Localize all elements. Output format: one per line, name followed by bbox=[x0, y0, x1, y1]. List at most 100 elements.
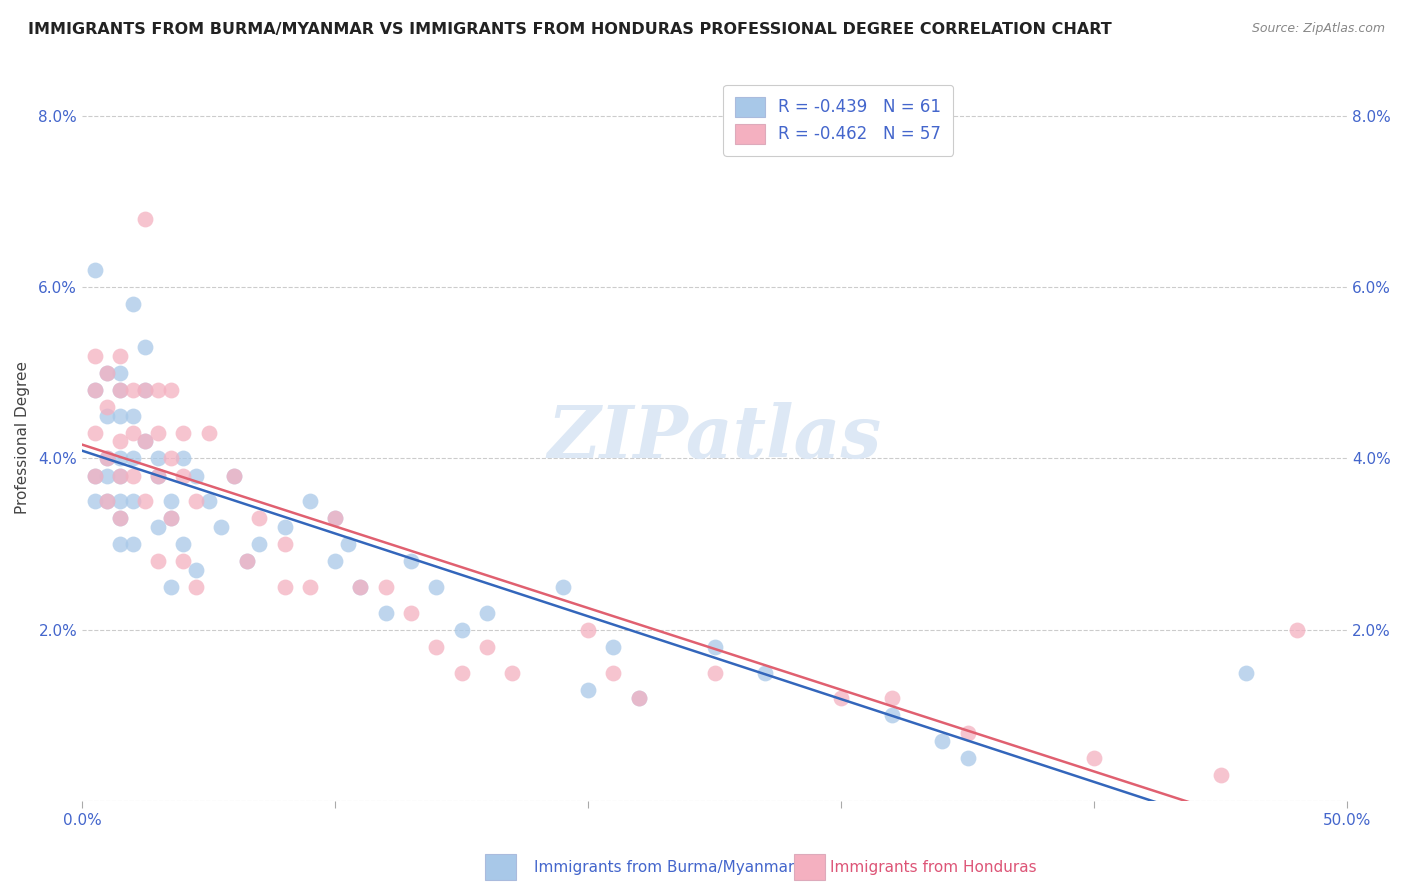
Point bbox=[273, 520, 295, 534]
Point bbox=[349, 580, 371, 594]
Point bbox=[273, 580, 295, 594]
Point bbox=[602, 665, 624, 680]
Point bbox=[475, 606, 498, 620]
Point bbox=[108, 383, 131, 397]
Point bbox=[146, 383, 169, 397]
Point bbox=[83, 263, 105, 277]
Point bbox=[754, 665, 776, 680]
Point bbox=[108, 494, 131, 508]
Point bbox=[184, 563, 207, 577]
Text: Immigrants from Honduras: Immigrants from Honduras bbox=[830, 860, 1036, 874]
Point bbox=[184, 468, 207, 483]
Point bbox=[703, 665, 725, 680]
Point bbox=[83, 383, 105, 397]
Point bbox=[108, 537, 131, 551]
Point bbox=[83, 468, 105, 483]
Point bbox=[1209, 768, 1232, 782]
Point bbox=[96, 366, 118, 380]
Point bbox=[247, 511, 270, 525]
Point bbox=[159, 511, 181, 525]
Point bbox=[602, 640, 624, 654]
Point bbox=[134, 434, 156, 449]
Point bbox=[425, 640, 447, 654]
Point bbox=[880, 708, 903, 723]
Point bbox=[197, 494, 219, 508]
Point bbox=[83, 468, 105, 483]
Point bbox=[450, 665, 472, 680]
Point bbox=[222, 468, 245, 483]
Point bbox=[323, 554, 346, 568]
Point bbox=[830, 691, 852, 706]
Point bbox=[96, 400, 118, 414]
Point bbox=[184, 494, 207, 508]
Text: IMMIGRANTS FROM BURMA/MYANMAR VS IMMIGRANTS FROM HONDURAS PROFESSIONAL DEGREE CO: IMMIGRANTS FROM BURMA/MYANMAR VS IMMIGRA… bbox=[28, 22, 1112, 37]
Point bbox=[235, 554, 257, 568]
Point bbox=[96, 468, 118, 483]
Point bbox=[159, 580, 181, 594]
Point bbox=[134, 434, 156, 449]
Point bbox=[108, 409, 131, 423]
Y-axis label: Professional Degree: Professional Degree bbox=[15, 360, 30, 514]
Point bbox=[146, 554, 169, 568]
Point bbox=[108, 451, 131, 466]
Point bbox=[96, 409, 118, 423]
Point bbox=[172, 554, 194, 568]
Legend: R = -0.439   N = 61, R = -0.462   N = 57: R = -0.439 N = 61, R = -0.462 N = 57 bbox=[723, 85, 953, 155]
Point bbox=[627, 691, 650, 706]
Point bbox=[134, 383, 156, 397]
Point bbox=[159, 494, 181, 508]
Point bbox=[121, 425, 143, 440]
Point bbox=[146, 520, 169, 534]
Point bbox=[172, 468, 194, 483]
Point bbox=[83, 425, 105, 440]
Point bbox=[96, 366, 118, 380]
Point bbox=[501, 665, 523, 680]
Point bbox=[184, 580, 207, 594]
Point bbox=[425, 580, 447, 594]
Point bbox=[121, 451, 143, 466]
Point bbox=[121, 409, 143, 423]
Point bbox=[298, 580, 321, 594]
Point bbox=[96, 451, 118, 466]
Point bbox=[374, 606, 396, 620]
Point bbox=[134, 494, 156, 508]
Point bbox=[108, 434, 131, 449]
Point bbox=[134, 340, 156, 354]
Point bbox=[121, 537, 143, 551]
Point bbox=[576, 623, 599, 637]
Point bbox=[399, 554, 422, 568]
Point bbox=[450, 623, 472, 637]
Text: Source: ZipAtlas.com: Source: ZipAtlas.com bbox=[1251, 22, 1385, 36]
Point bbox=[399, 606, 422, 620]
Text: ZIPatlas: ZIPatlas bbox=[547, 401, 882, 473]
Point bbox=[134, 383, 156, 397]
Point bbox=[121, 383, 143, 397]
Point bbox=[1234, 665, 1257, 680]
Point bbox=[172, 425, 194, 440]
Point bbox=[146, 451, 169, 466]
Point bbox=[172, 451, 194, 466]
Point bbox=[134, 211, 156, 226]
Point bbox=[956, 725, 979, 739]
Point bbox=[159, 383, 181, 397]
Point bbox=[108, 511, 131, 525]
Point bbox=[108, 468, 131, 483]
Point bbox=[374, 580, 396, 594]
Point bbox=[222, 468, 245, 483]
Point bbox=[1285, 623, 1308, 637]
Point bbox=[108, 383, 131, 397]
Point bbox=[121, 468, 143, 483]
Point bbox=[475, 640, 498, 654]
Point bbox=[83, 349, 105, 363]
Point bbox=[108, 468, 131, 483]
Point bbox=[83, 383, 105, 397]
Point bbox=[1083, 751, 1105, 765]
Point bbox=[172, 537, 194, 551]
Point bbox=[96, 494, 118, 508]
Point bbox=[956, 751, 979, 765]
Point bbox=[108, 349, 131, 363]
Point bbox=[209, 520, 232, 534]
Point bbox=[703, 640, 725, 654]
Point bbox=[931, 734, 953, 748]
Point bbox=[235, 554, 257, 568]
